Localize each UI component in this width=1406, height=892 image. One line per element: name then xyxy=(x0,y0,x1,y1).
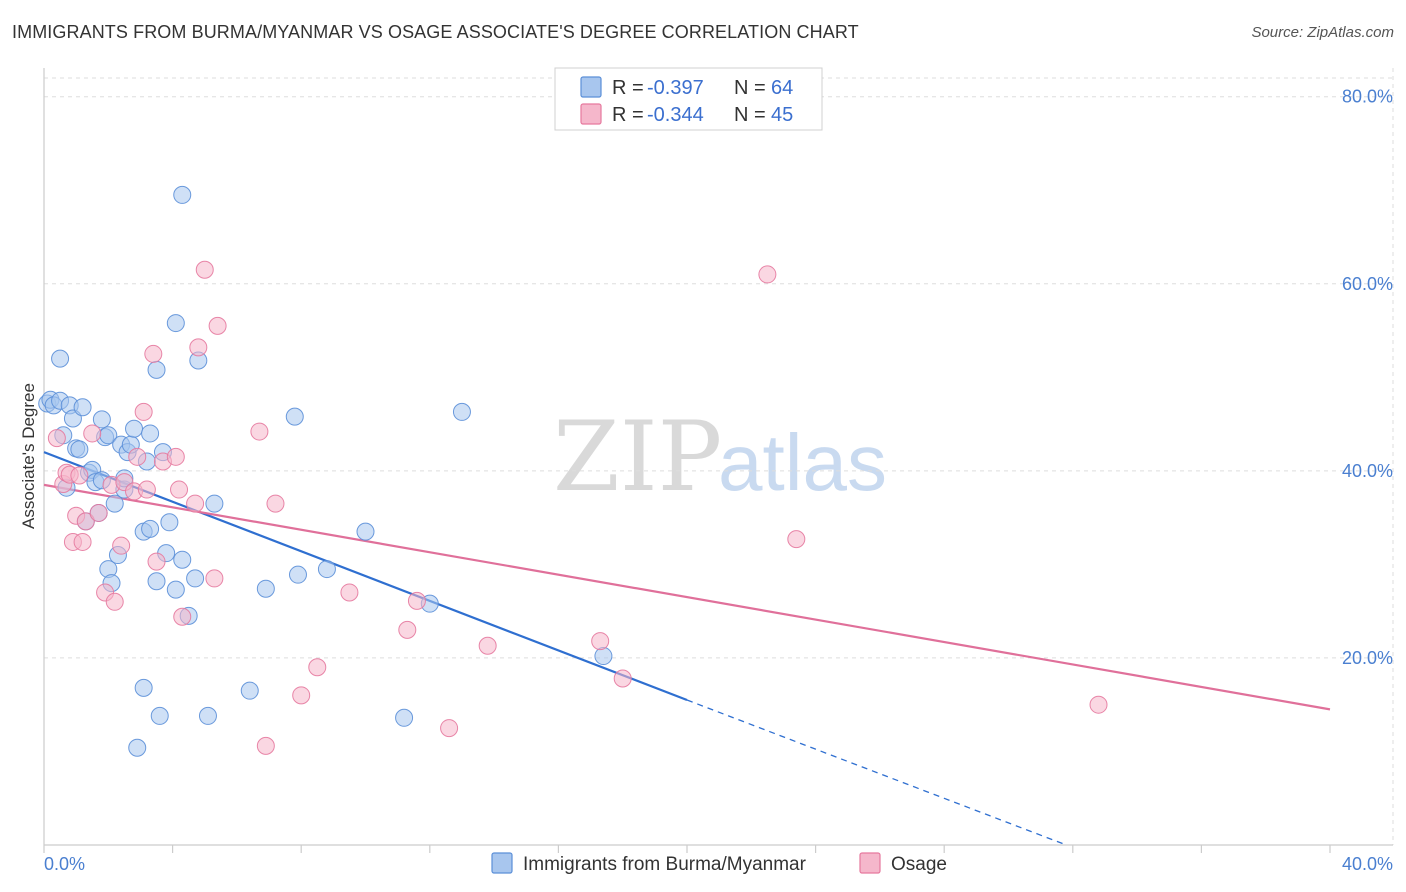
trend-line-burma-extension xyxy=(686,699,1067,846)
point-osage xyxy=(308,658,327,677)
point-burma xyxy=(317,560,336,579)
legend-n-value-blue: 64 xyxy=(771,77,793,99)
point-burma xyxy=(166,580,185,599)
series-legend-swatch-blue xyxy=(491,852,513,874)
point-burma xyxy=(147,572,166,591)
point-osage xyxy=(73,532,92,551)
point-osage xyxy=(787,530,806,549)
point-osage xyxy=(1089,695,1108,714)
point-burma xyxy=(198,706,217,725)
legend-r-value-pink: -0.344 xyxy=(647,104,704,126)
x-tick-label-max: 40.0% xyxy=(1342,854,1393,874)
point-osage xyxy=(292,686,311,705)
point-osage xyxy=(83,424,102,443)
point-burma xyxy=(141,519,160,538)
point-burma xyxy=(288,565,307,584)
point-burma xyxy=(70,440,89,459)
point-osage xyxy=(112,536,131,555)
point-burma xyxy=(452,402,471,421)
y-tick-label: 80.0% xyxy=(1342,87,1393,107)
watermark-atlas: atlas xyxy=(718,418,887,507)
point-osage xyxy=(147,552,166,571)
point-osage xyxy=(758,265,777,284)
point-burma xyxy=(173,185,192,204)
point-osage xyxy=(186,494,205,513)
point-burma xyxy=(240,681,259,700)
source-credit: Source: ZipAtlas.com xyxy=(1251,24,1394,41)
point-osage xyxy=(266,494,285,513)
trend-line-osage xyxy=(43,483,1331,711)
point-osage xyxy=(76,512,95,531)
point-burma xyxy=(141,424,160,443)
point-osage xyxy=(398,620,417,639)
legend-r-label-pink: R = xyxy=(612,104,644,126)
series-legend-swatch-pink xyxy=(859,852,881,874)
y-tick-label: 40.0% xyxy=(1342,461,1393,481)
point-osage xyxy=(47,429,66,448)
legend-n-label-pink: N = xyxy=(734,104,766,126)
point-osage xyxy=(340,583,359,602)
legend-swatch-blue xyxy=(580,76,602,98)
data-points xyxy=(38,185,1108,757)
y-tick-label: 20.0% xyxy=(1342,648,1393,668)
point-osage xyxy=(195,260,214,279)
x-tick-label-min: 0.0% xyxy=(44,854,85,874)
point-osage xyxy=(134,402,153,421)
point-burma xyxy=(160,513,179,532)
point-osage xyxy=(407,591,426,610)
point-osage xyxy=(170,480,189,499)
point-burma xyxy=(128,738,147,757)
point-osage xyxy=(137,480,156,499)
axes xyxy=(43,68,1393,853)
point-osage xyxy=(189,338,208,357)
point-osage xyxy=(250,422,269,441)
legend-n-value-pink: 45 xyxy=(771,104,793,126)
point-burma xyxy=(166,314,185,333)
point-burma xyxy=(356,522,375,541)
point-osage xyxy=(205,569,224,588)
point-osage xyxy=(591,632,610,651)
point-osage xyxy=(208,316,227,335)
point-osage xyxy=(70,466,89,485)
watermark-zip: ZIP xyxy=(553,401,722,513)
legend-swatch-pink xyxy=(580,103,602,125)
y-tick-label: 60.0% xyxy=(1342,274,1393,294)
point-osage xyxy=(173,607,192,626)
series-legend-label-blue: Immigrants from Burma/Myanmar xyxy=(523,854,807,875)
point-osage xyxy=(478,636,497,655)
point-osage xyxy=(89,503,108,522)
point-burma xyxy=(51,349,70,368)
point-osage xyxy=(440,719,459,738)
point-osage xyxy=(166,447,185,466)
y-axis-label: Associate's Degree xyxy=(19,383,38,529)
series-legend: Immigrants from Burma/Myanmar Osage xyxy=(491,852,947,875)
point-burma xyxy=(395,708,414,727)
point-osage xyxy=(105,592,124,611)
point-osage xyxy=(144,344,163,363)
point-osage xyxy=(128,447,147,466)
point-burma xyxy=(134,678,153,697)
y-tick-labels: 20.0% 40.0% 60.0% 80.0% xyxy=(1342,87,1393,668)
point-burma xyxy=(594,647,613,666)
point-osage xyxy=(613,669,632,688)
point-burma xyxy=(205,494,224,513)
chart-title: IMMIGRANTS FROM BURMA/MYANMAR VS OSAGE A… xyxy=(12,22,859,42)
legend-r-value-blue: -0.397 xyxy=(647,77,704,99)
point-burma xyxy=(150,706,169,725)
correlation-legend: R = -0.397 N = 64 R = -0.344 N = 45 xyxy=(554,67,823,131)
point-burma xyxy=(285,407,304,426)
point-burma xyxy=(256,579,275,598)
series-legend-label-pink: Osage xyxy=(891,854,947,875)
point-burma xyxy=(147,360,166,379)
point-burma xyxy=(173,550,192,569)
point-burma xyxy=(92,410,111,429)
point-burma xyxy=(73,398,92,417)
point-burma xyxy=(125,419,144,438)
point-burma xyxy=(105,494,124,513)
point-osage xyxy=(256,736,275,755)
point-burma xyxy=(186,569,205,588)
legend-n-label-blue: N = xyxy=(734,77,766,99)
legend-r-label-blue: R = xyxy=(612,77,644,99)
